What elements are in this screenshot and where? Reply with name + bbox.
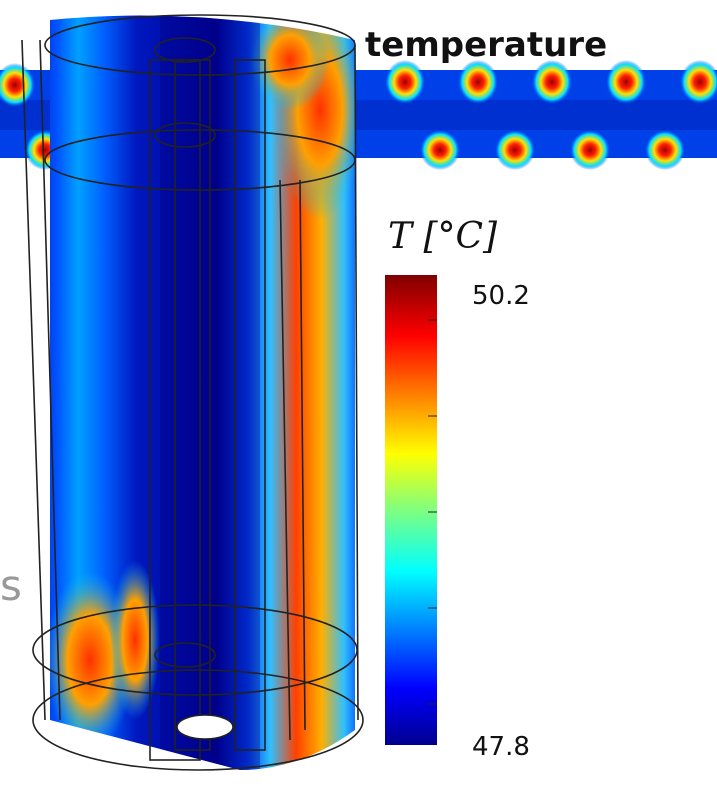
- fragment-text: s: [0, 561, 22, 610]
- figure: s temperature T [°C] 50: [0, 0, 717, 798]
- colorbar-max: 50.2: [472, 281, 530, 311]
- colorbar: [385, 275, 437, 745]
- colorbar-min: 47.8: [472, 732, 530, 762]
- colorbar-label: T [°C]: [388, 216, 498, 257]
- title: temperature: [365, 25, 607, 65]
- cylinder-plot: [22, 0, 365, 780]
